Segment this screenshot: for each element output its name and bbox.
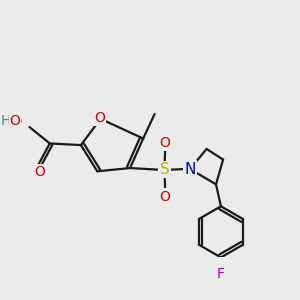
Text: H: H — [1, 114, 11, 128]
Text: O: O — [160, 136, 171, 150]
Text: S: S — [160, 162, 170, 177]
Text: O: O — [160, 190, 171, 203]
Text: O: O — [34, 165, 45, 179]
Text: N: N — [184, 161, 196, 176]
Text: O: O — [9, 114, 20, 128]
Text: HO: HO — [2, 115, 23, 129]
Text: F: F — [217, 268, 225, 281]
Text: O: O — [94, 111, 105, 125]
